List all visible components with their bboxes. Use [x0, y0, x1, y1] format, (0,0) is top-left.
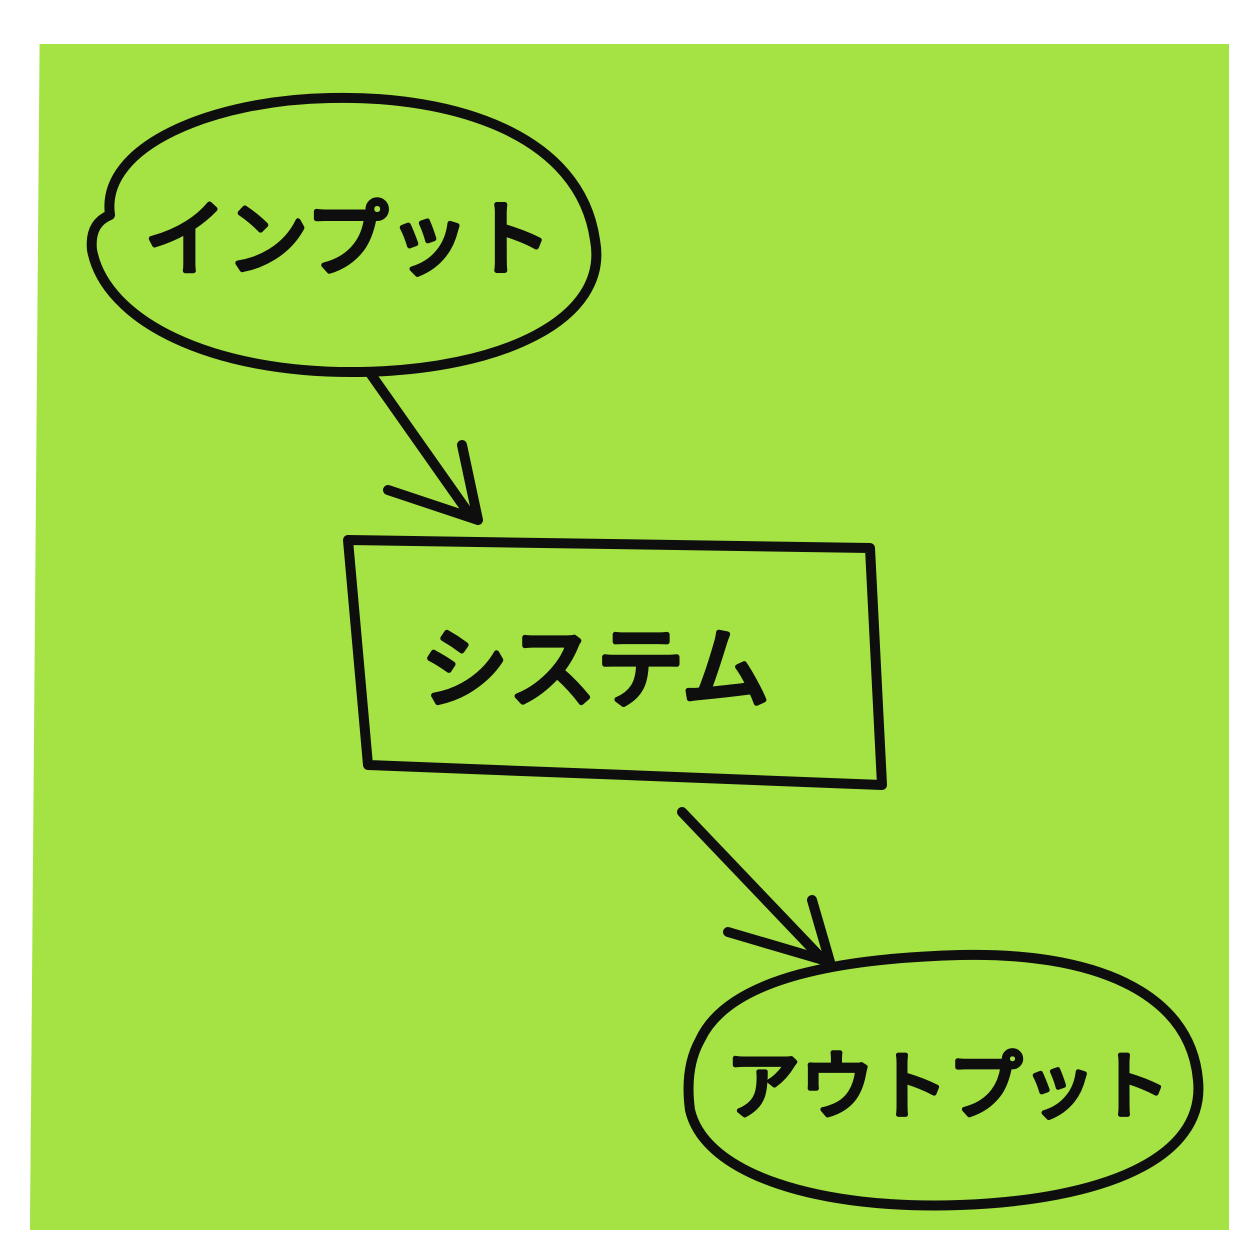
output-node: アウトプット [683, 949, 1204, 1211]
system-node-rectangle [343, 535, 887, 790]
edge-input-to-system-arrowhead [383, 440, 483, 525]
input-node: インプット [86, 92, 602, 378]
input-node-label: インプット [144, 193, 552, 288]
system-node-label: システム [420, 618, 769, 721]
sticky-note [30, 44, 1229, 1230]
input-node-ellipse [86, 92, 602, 378]
system-node: システム [343, 535, 887, 790]
edge-input-to-system-line [365, 368, 475, 520]
output-node-ellipse [683, 949, 1204, 1211]
edge-system-to-output [677, 807, 835, 970]
edge-system-to-output-line [677, 807, 833, 970]
output-node-label: アウトプット [726, 1044, 1170, 1130]
edge-system-to-output-arrowhead [723, 895, 835, 967]
edge-input-to-system [365, 368, 483, 525]
